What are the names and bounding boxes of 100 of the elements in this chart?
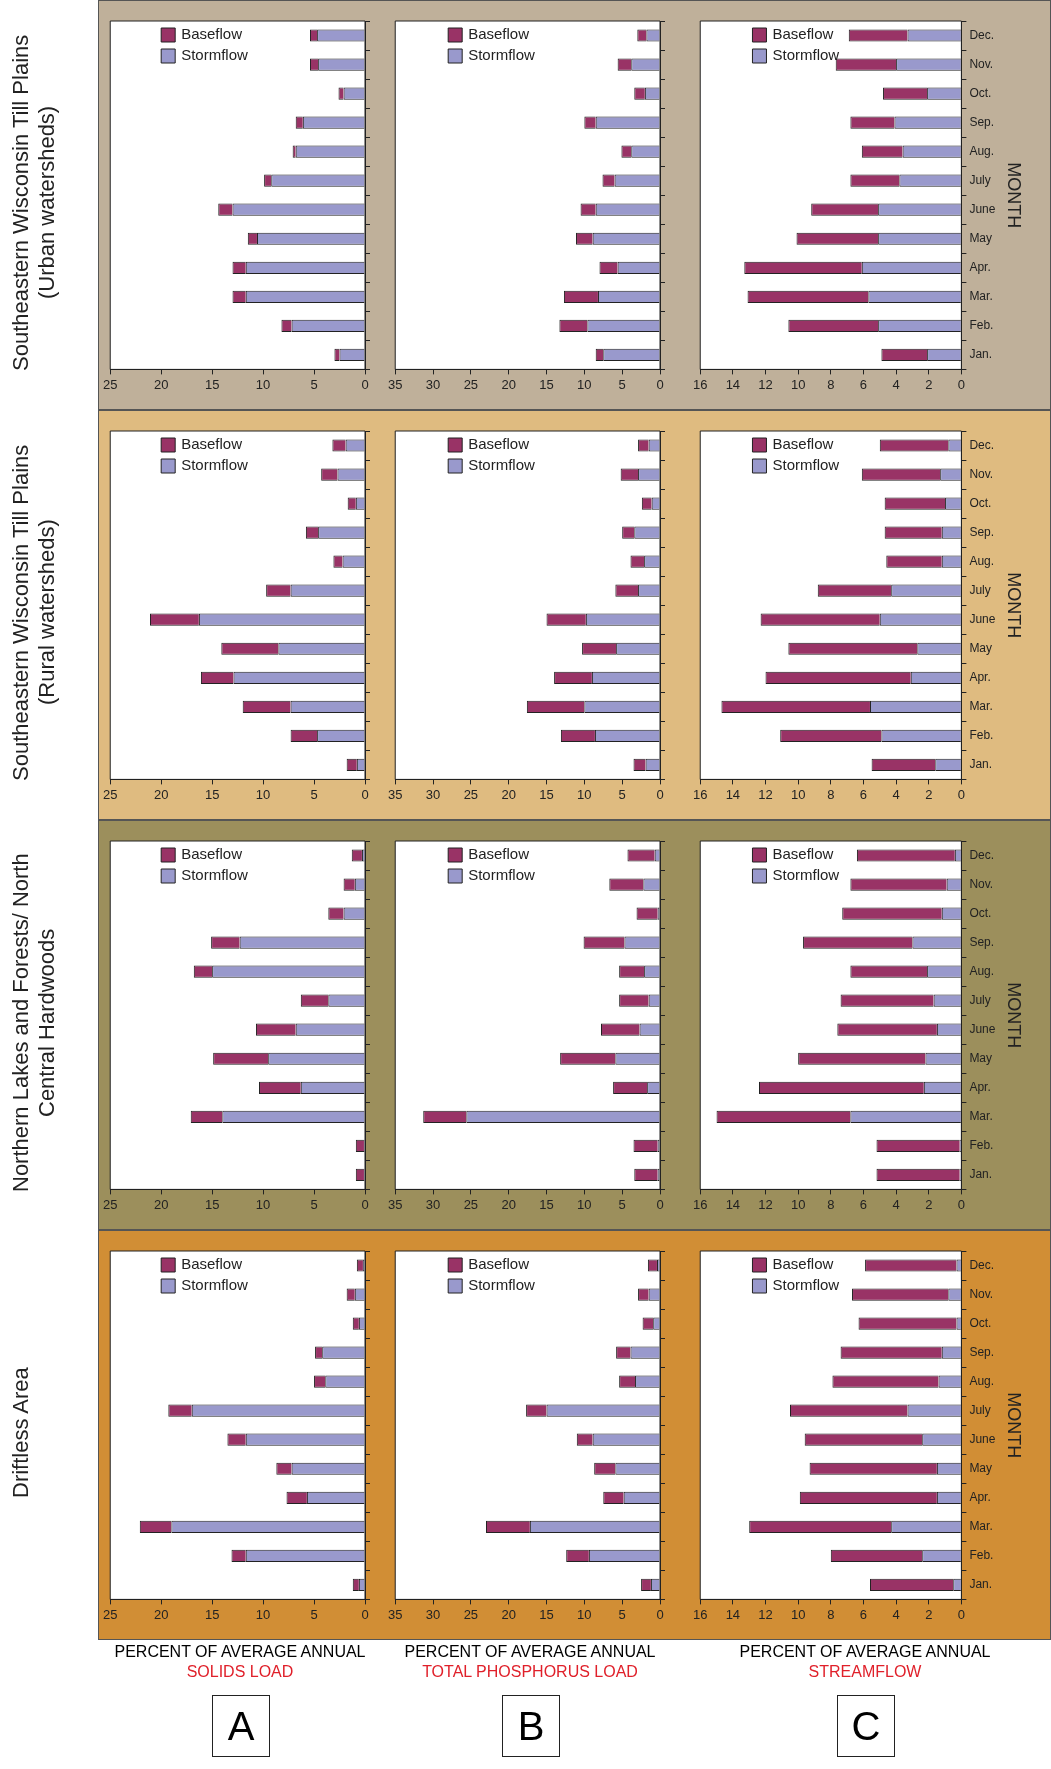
- y-tick-label: Sep.: [969, 524, 995, 539]
- x-tick-label: 0: [656, 1196, 664, 1212]
- legend-label: Stormflow: [772, 46, 840, 64]
- y-tick-label: Dec.: [969, 437, 995, 452]
- y-tick-label: Mar.: [969, 699, 993, 714]
- y-tick-label: Mar.: [969, 1519, 993, 1534]
- y-tick-label: Oct.: [969, 85, 992, 100]
- x-tick-label: 16: [693, 1196, 708, 1212]
- x-tick-label: 15: [204, 1196, 220, 1212]
- x-tick-label: 4: [892, 786, 900, 802]
- x-tick-label: 12: [758, 1606, 773, 1622]
- x-tick-label: 35: [388, 1196, 403, 1212]
- x-tick-label: 0: [957, 376, 965, 392]
- y-axis-title: MONTH: [1004, 982, 1025, 1049]
- x-tick-label: 10: [577, 786, 592, 802]
- y-tick-label: May: [969, 1461, 993, 1476]
- x-tick-label: 15: [539, 1196, 554, 1212]
- y-tick-label: July: [969, 173, 991, 187]
- x-tick-label: 6: [859, 786, 868, 802]
- y-tick-label: Apr.: [969, 1490, 991, 1505]
- y-tick-label: July: [969, 993, 991, 1007]
- x-tick-label: 2: [925, 1606, 933, 1622]
- x-tick-label: 30: [425, 376, 441, 392]
- x-tick-label: 2: [925, 376, 933, 392]
- legend-label: Baseflow: [468, 435, 530, 453]
- x-tick-label: 35: [388, 376, 403, 392]
- x-tick-label: 16: [693, 376, 708, 392]
- x-tick-label: 16: [693, 786, 708, 802]
- x-tick-label: 10: [255, 786, 271, 802]
- legend-label: Baseflow: [772, 435, 834, 453]
- y-tick-label: Feb.: [969, 1548, 994, 1563]
- x-tick-label: 0: [957, 786, 965, 802]
- y-tick-label: Mar.: [969, 1109, 993, 1124]
- x-tick-label: 15: [539, 1606, 554, 1622]
- x-tick-label: 30: [425, 1196, 441, 1212]
- x-tick-label: 0: [361, 786, 369, 802]
- legend-label: Baseflow: [772, 25, 834, 43]
- y-tick-label: Aug.: [969, 143, 995, 158]
- legend-label: Stormflow: [772, 1276, 840, 1294]
- x-tick-label: 20: [153, 1606, 169, 1622]
- x-tick-label: 5: [310, 376, 318, 392]
- y-tick-label: Feb.: [969, 1138, 994, 1153]
- legend-label: Stormflow: [772, 456, 840, 474]
- x-tick-label: 10: [790, 786, 806, 802]
- legend-label: Stormflow: [468, 1276, 536, 1294]
- y-tick-label: Oct.: [969, 495, 992, 510]
- x-tick-label: 25: [463, 786, 479, 802]
- y-tick-label: June: [969, 1022, 996, 1037]
- y-tick-label: Jan.: [969, 347, 993, 362]
- x-tick-label: 30: [425, 786, 441, 802]
- y-tick-label: Feb.: [969, 318, 994, 333]
- legend-label: Baseflow: [468, 25, 530, 43]
- x-tick-label: 12: [758, 786, 773, 802]
- x-tick-label: 25: [103, 1196, 118, 1212]
- x-tick-label: 0: [361, 1196, 369, 1212]
- x-tick-label: 20: [501, 786, 516, 802]
- x-axis-title: PERCENT OF AVERAGE ANNUAL SOLIDS LOAD: [113, 1643, 367, 1682]
- text: C: [837, 1695, 895, 1757]
- y-tick-label: May: [969, 1051, 993, 1066]
- legend-label: Stormflow: [772, 866, 840, 884]
- y-tick-label: July: [969, 1403, 991, 1417]
- y-axis-title: MONTH: [1004, 1392, 1025, 1459]
- y-tick-label: Dec.: [969, 847, 995, 862]
- y-tick-label: Sep.: [969, 934, 995, 949]
- x-tick-label: 25: [103, 376, 118, 392]
- y-axis-title: MONTH: [1004, 162, 1025, 229]
- x-tick-label: 10: [577, 376, 592, 392]
- x-tick-label: 8: [827, 376, 835, 392]
- text: Northern Lakes and Forests/ North Central Hardwoods: [8, 852, 60, 1194]
- y-tick-label: Aug.: [969, 553, 995, 568]
- x-tick-label: 15: [204, 376, 220, 392]
- y-tick-label: Mar.: [969, 289, 993, 304]
- y-tick-label: May: [969, 641, 993, 656]
- x-tick-label: 20: [153, 1196, 169, 1212]
- legend-label: Baseflow: [181, 25, 243, 43]
- x-tick-label: 14: [725, 1606, 741, 1622]
- x-tick-label: 0: [361, 376, 369, 392]
- legend-label: Baseflow: [181, 1255, 243, 1273]
- y-tick-label: Nov.: [969, 466, 994, 481]
- x-tick-label: 5: [618, 376, 626, 392]
- text: A: [212, 1695, 270, 1757]
- x-tick-label: 4: [892, 1606, 900, 1622]
- x-tick-label: 15: [204, 786, 220, 802]
- legend-label: Stormflow: [181, 456, 249, 474]
- x-tick-label: 35: [388, 786, 403, 802]
- text: B: [502, 1695, 560, 1757]
- y-tick-label: Jan.: [969, 1577, 993, 1592]
- x-tick-label: 12: [758, 376, 773, 392]
- x-tick-label: 10: [577, 1196, 592, 1212]
- y-tick-label: Nov.: [969, 56, 994, 71]
- x-tick-label: 10: [577, 1606, 592, 1622]
- x-tick-label: 4: [892, 1196, 900, 1212]
- x-tick-label: 10: [255, 376, 271, 392]
- x-tick-label: 5: [310, 1606, 318, 1622]
- legend-label: Baseflow: [468, 845, 530, 863]
- legend-label: Stormflow: [181, 1276, 249, 1294]
- y-tick-label: Sep.: [969, 114, 995, 129]
- legend-label: Baseflow: [181, 845, 243, 863]
- x-tick-label: 5: [618, 786, 626, 802]
- y-tick-label: Aug.: [969, 963, 995, 978]
